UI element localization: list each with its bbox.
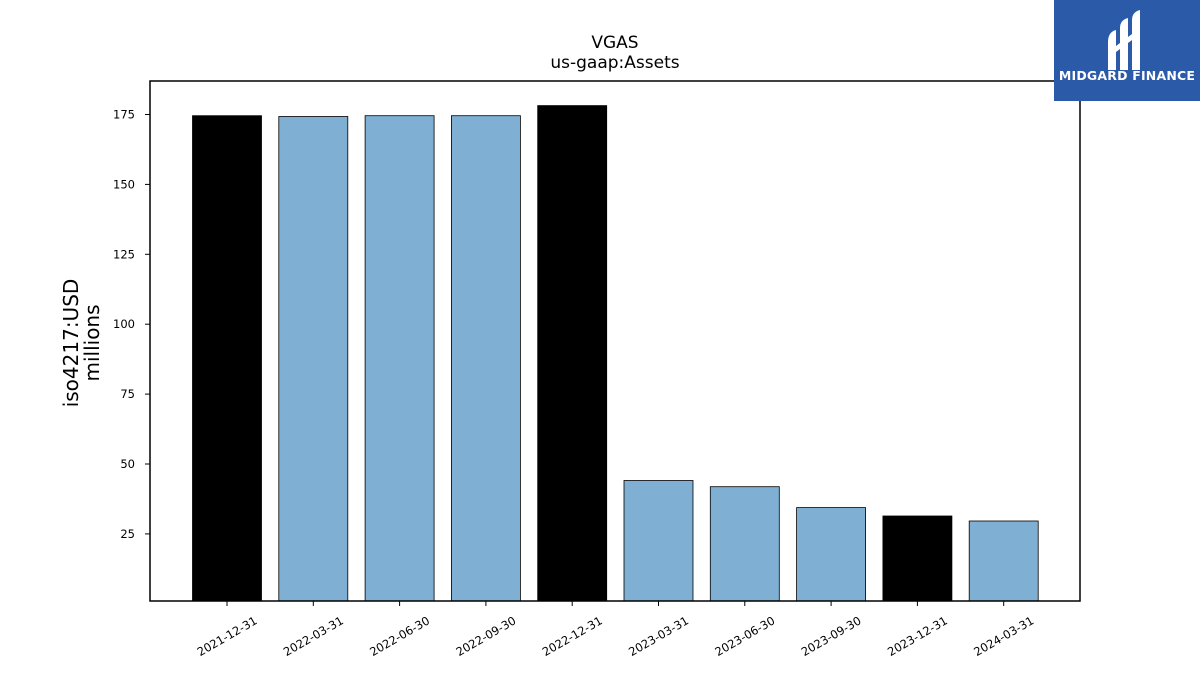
- x-tick-label: 2022-09-30: [454, 613, 519, 659]
- midgard-logo-icon: [1108, 10, 1140, 70]
- brand-logo: MIDGARD FINANCE: [1054, 0, 1200, 101]
- y-tick-label: 75: [120, 387, 135, 401]
- plot-frame: [149, 80, 1081, 602]
- y-tick-label: 100: [113, 317, 135, 331]
- x-tick-label: 2022-06-30: [367, 613, 432, 659]
- y-tick-label: 50: [120, 457, 135, 471]
- bar-2024-03-31: [968, 520, 1039, 602]
- chart-title: VGAS: [591, 33, 638, 53]
- y-axis-unit-text: millions: [80, 304, 104, 381]
- x-tick-label: 2021-12-31: [195, 613, 260, 659]
- x-tick-label: 2022-12-31: [540, 613, 605, 659]
- y-tick-label: 125: [113, 247, 135, 261]
- y-tick-label: 25: [120, 527, 135, 541]
- brand-name: MIDGARD FINANCE: [1058, 68, 1196, 83]
- x-tick-label: 2023-12-31: [885, 613, 950, 659]
- y-axis: 25 50 75 100 125 150 175: [113, 108, 150, 541]
- bar-2022-06-30: [364, 115, 435, 602]
- x-tick-label: 2023-06-30: [712, 613, 777, 659]
- bar-2023-09-30: [796, 507, 866, 602]
- x-tick-label: 2023-03-31: [626, 613, 691, 659]
- x-tick-label: 2023-09-30: [799, 613, 864, 659]
- bar-2021-12-31: [192, 115, 262, 602]
- bar-2023-12-31: [882, 515, 953, 602]
- bars-group: [192, 105, 1039, 602]
- y-axis-label-text: iso4217:USD: [59, 279, 83, 408]
- x-axis: 2021-12-31 2022-03-31 2022-06-30 2022-09-30…: [195, 601, 1036, 659]
- bar-2023-06-30: [709, 486, 780, 602]
- bar-2022-03-31: [278, 116, 349, 602]
- bar-2022-09-30: [450, 115, 521, 602]
- bar-2022-12-31: [537, 105, 608, 602]
- y-tick-label: 150: [113, 177, 135, 191]
- x-tick-label: 2024-03-31: [971, 613, 1036, 659]
- y-tick-label: 175: [113, 108, 135, 122]
- bar-2023-03-31: [623, 480, 694, 602]
- y-axis-label: iso4217:USD millions: [59, 279, 104, 408]
- chart-subtitle: us-gaap:Assets: [550, 53, 679, 73]
- x-tick-label: 2022-03-31: [281, 613, 346, 659]
